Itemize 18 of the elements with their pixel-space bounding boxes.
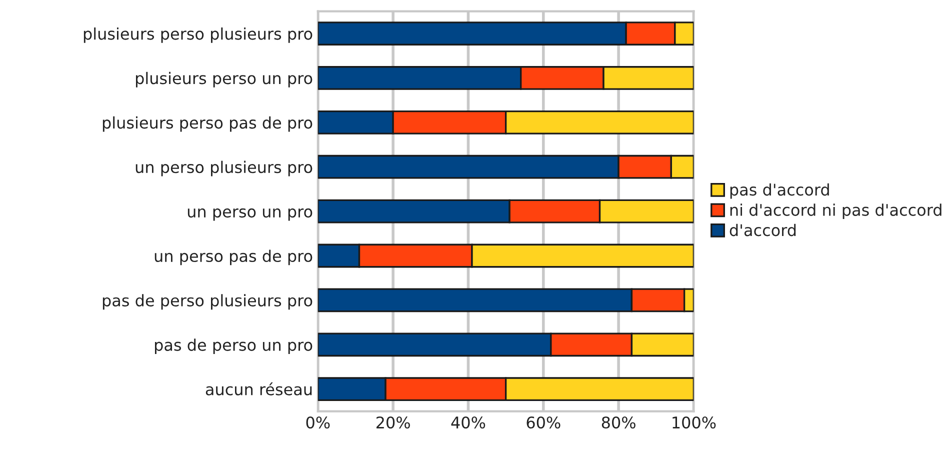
x-tick-label: 60% — [526, 416, 560, 429]
y-tick-label: pas de perso un pro — [154, 338, 312, 354]
x-tick-label: 40% — [451, 416, 486, 429]
legend-label: d'accord — [730, 224, 796, 236]
y-tick-label: plusieurs perso plusieurs pro — [84, 27, 312, 43]
x-tick-label: 100% — [672, 416, 716, 429]
y-tick-label: plusieurs perso un pro — [136, 72, 312, 88]
legend-label: pas d'accord — [730, 183, 829, 199]
x-tick-label: 0% — [306, 416, 330, 429]
legend-label: ni d'accord ni pas d'accord — [730, 204, 942, 220]
x-tick-label: 80% — [602, 416, 636, 429]
y-tick-label: un perso pas de pro — [154, 250, 312, 266]
y-tick-label: un perso un pro — [188, 208, 312, 221]
y-tick-label: pas de perso plusieurs pro — [102, 294, 312, 310]
x-tick-label: 20% — [376, 416, 410, 429]
y-tick-label: aucun réseau — [206, 382, 312, 396]
y-tick-label: plusieurs perso pas de pro — [102, 116, 312, 132]
y-tick-label: un perso plusieurs pro — [136, 160, 312, 176]
